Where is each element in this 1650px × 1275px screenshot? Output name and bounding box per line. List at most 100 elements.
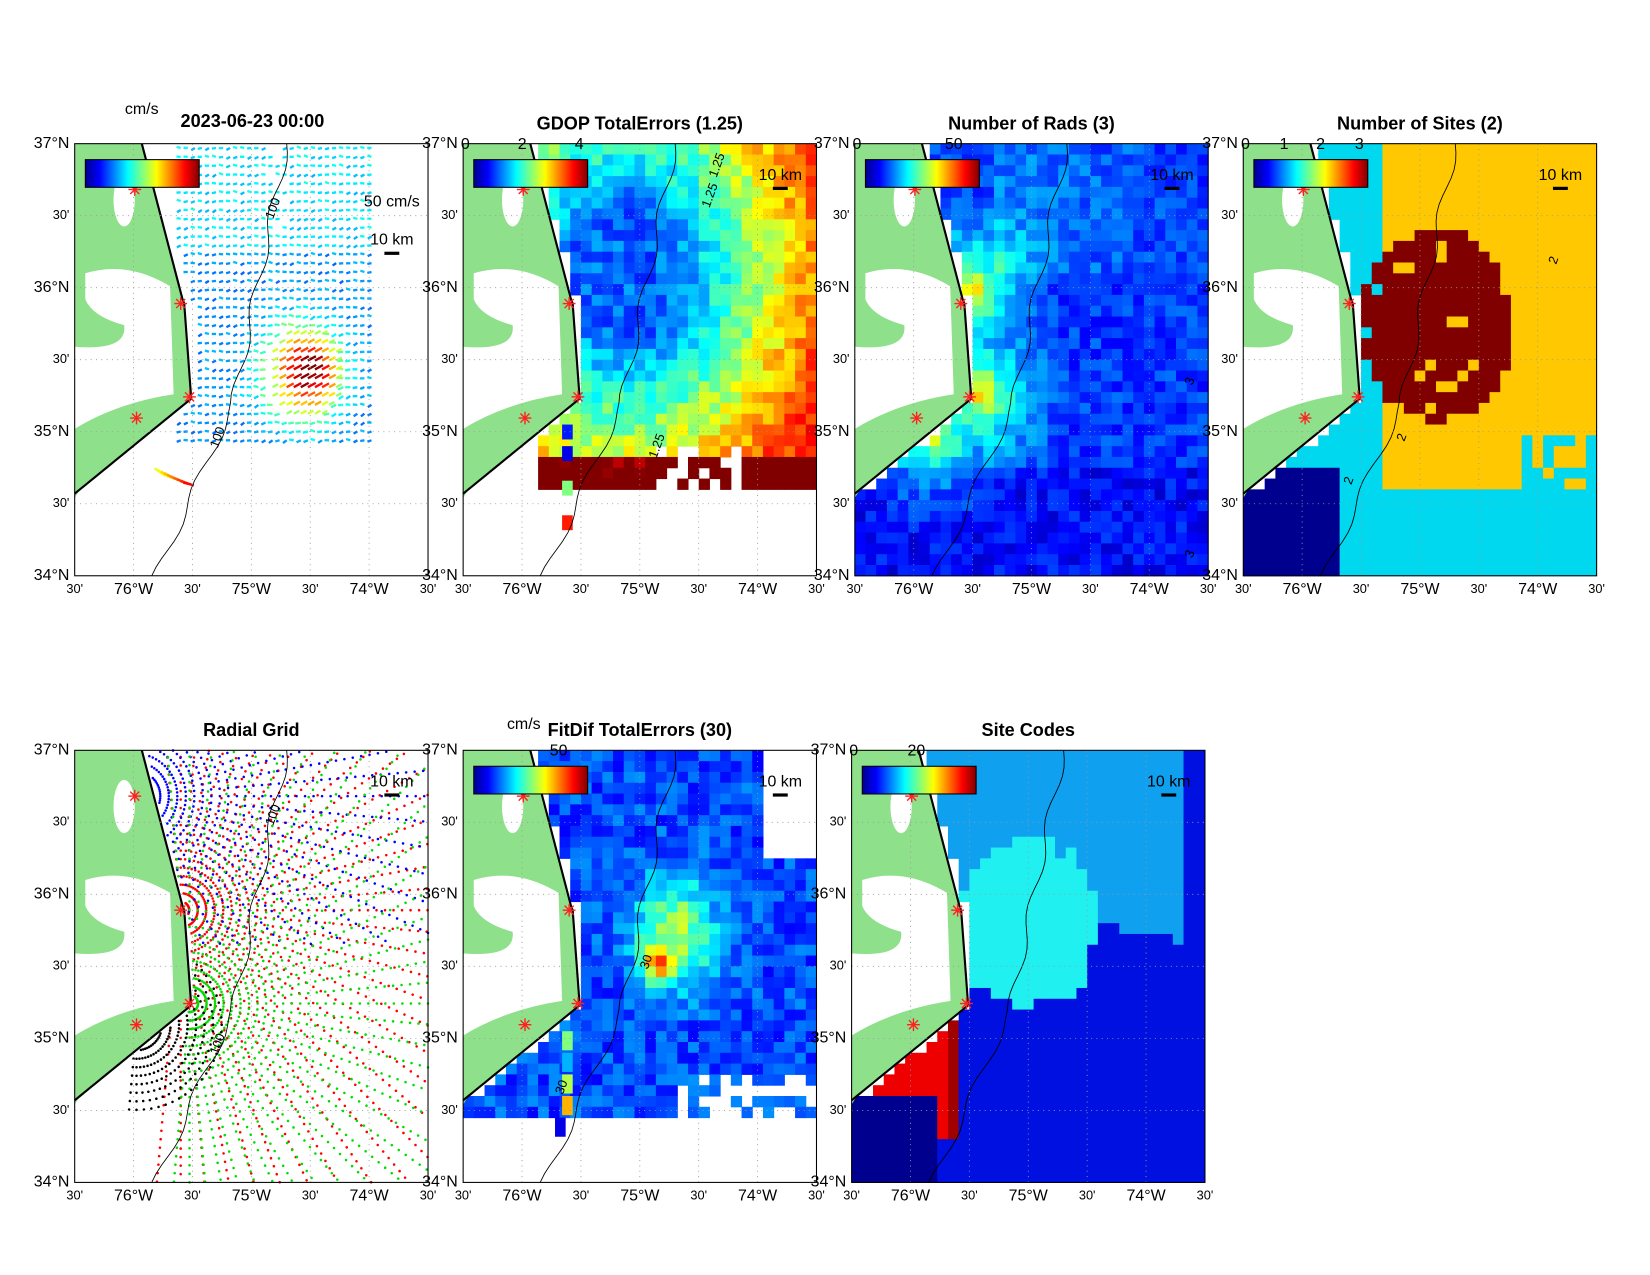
- field-cell: [1350, 424, 1362, 436]
- field-cell: [795, 435, 807, 447]
- field-cell: [1079, 294, 1091, 307]
- field-cell: [1165, 165, 1177, 177]
- field-cell: [623, 478, 635, 490]
- grid-point: [240, 777, 244, 781]
- grid-point: [355, 877, 359, 881]
- field-cell: [762, 197, 775, 210]
- current-vector: [261, 191, 266, 195]
- field-cell: [795, 176, 807, 188]
- current-vector: [317, 217, 323, 223]
- current-vector: [321, 400, 329, 406]
- current-vector: [197, 244, 203, 249]
- field-cell: [1532, 392, 1544, 404]
- field-cell: [961, 143, 974, 156]
- field-cell: [1446, 543, 1458, 555]
- field-cell: [1489, 338, 1501, 350]
- current-vector: [204, 358, 210, 362]
- grid-point: [326, 977, 329, 980]
- field-cell: [1564, 305, 1576, 318]
- field-cell: [1058, 478, 1070, 490]
- grid-point: [181, 883, 185, 887]
- grid-point: [376, 961, 380, 965]
- field-cell: [983, 165, 995, 177]
- field-cell: [1036, 316, 1049, 328]
- field-cell: [1122, 532, 1134, 544]
- field-cell: [1154, 554, 1166, 566]
- field-cell: [1328, 197, 1341, 210]
- map-frame: [74, 143, 429, 577]
- field-cell: [1575, 402, 1587, 415]
- current-vector: [183, 421, 189, 426]
- current-vector: [197, 430, 203, 434]
- field-cell: [961, 489, 974, 501]
- field-cell: [1478, 446, 1491, 458]
- field-cell: [1101, 435, 1113, 447]
- field-cell: [1122, 554, 1134, 566]
- grid-point: [195, 928, 199, 932]
- grid-point: [215, 872, 219, 876]
- field-cell: [1553, 348, 1566, 361]
- field-cell: [1264, 478, 1276, 490]
- field-cell: [1435, 154, 1448, 166]
- lat-label: 36°N: [814, 279, 850, 296]
- field-cell: [602, 467, 614, 480]
- grid-point: [209, 939, 213, 942]
- current-vector: [218, 190, 224, 194]
- site-marker: [911, 413, 922, 424]
- field-cell: [741, 186, 753, 199]
- current-vector: [204, 331, 210, 336]
- field-cell: [1403, 143, 1416, 156]
- field-cell: [698, 176, 710, 188]
- field-cell: [1553, 532, 1566, 544]
- field-cell: [773, 478, 785, 490]
- current-vector: [204, 349, 210, 353]
- field-cell: [1510, 392, 1523, 404]
- field-cell: [961, 532, 974, 544]
- grid-point: [324, 1159, 327, 1163]
- field-cell: [1414, 230, 1426, 242]
- field-cell: [1532, 305, 1544, 318]
- field-cell: [1286, 489, 1298, 501]
- field-cell: [1133, 381, 1145, 393]
- field-cell: [1489, 500, 1501, 512]
- field-cell: [1058, 446, 1070, 458]
- current-vector: [314, 364, 324, 371]
- field-cell: [972, 305, 984, 318]
- current-vector: [345, 235, 351, 240]
- current-vector: [303, 208, 309, 213]
- field-cell: [1510, 143, 1523, 156]
- field-cell: [1521, 554, 1533, 566]
- field-cell: [1068, 305, 1081, 318]
- field-cell: [1068, 154, 1081, 166]
- field-cell: [1403, 446, 1416, 458]
- field-cell: [929, 532, 941, 544]
- field-cell: [784, 240, 796, 253]
- current-vector: [204, 403, 210, 407]
- field-cell: [1532, 359, 1544, 372]
- field-cell: [1328, 424, 1341, 436]
- field-cell: [1553, 424, 1566, 436]
- field-cell: [1403, 230, 1416, 242]
- field-cell: [1350, 143, 1362, 156]
- field-cell: [1058, 176, 1070, 188]
- field-cell: [655, 370, 668, 382]
- field-cell: [795, 446, 807, 458]
- field-cell: [1553, 240, 1566, 253]
- field-cell: [623, 284, 635, 296]
- grid-point: [251, 882, 254, 886]
- grid-point: [397, 870, 400, 874]
- field-cell: [897, 467, 909, 480]
- field-cell: [1176, 284, 1188, 296]
- field-cell: [1371, 143, 1383, 156]
- field-cell: [1489, 554, 1501, 566]
- field-cell: [1457, 262, 1469, 274]
- lon-label: 30': [573, 581, 590, 596]
- grid-point: [389, 871, 392, 875]
- field-cell: [1435, 543, 1448, 555]
- field-cell: [1176, 348, 1188, 361]
- field-cell: [1015, 262, 1027, 274]
- current-vector: [225, 252, 231, 256]
- field-cell: [1133, 143, 1145, 156]
- map-frame: [1242, 143, 1598, 577]
- field-cell: [645, 143, 657, 156]
